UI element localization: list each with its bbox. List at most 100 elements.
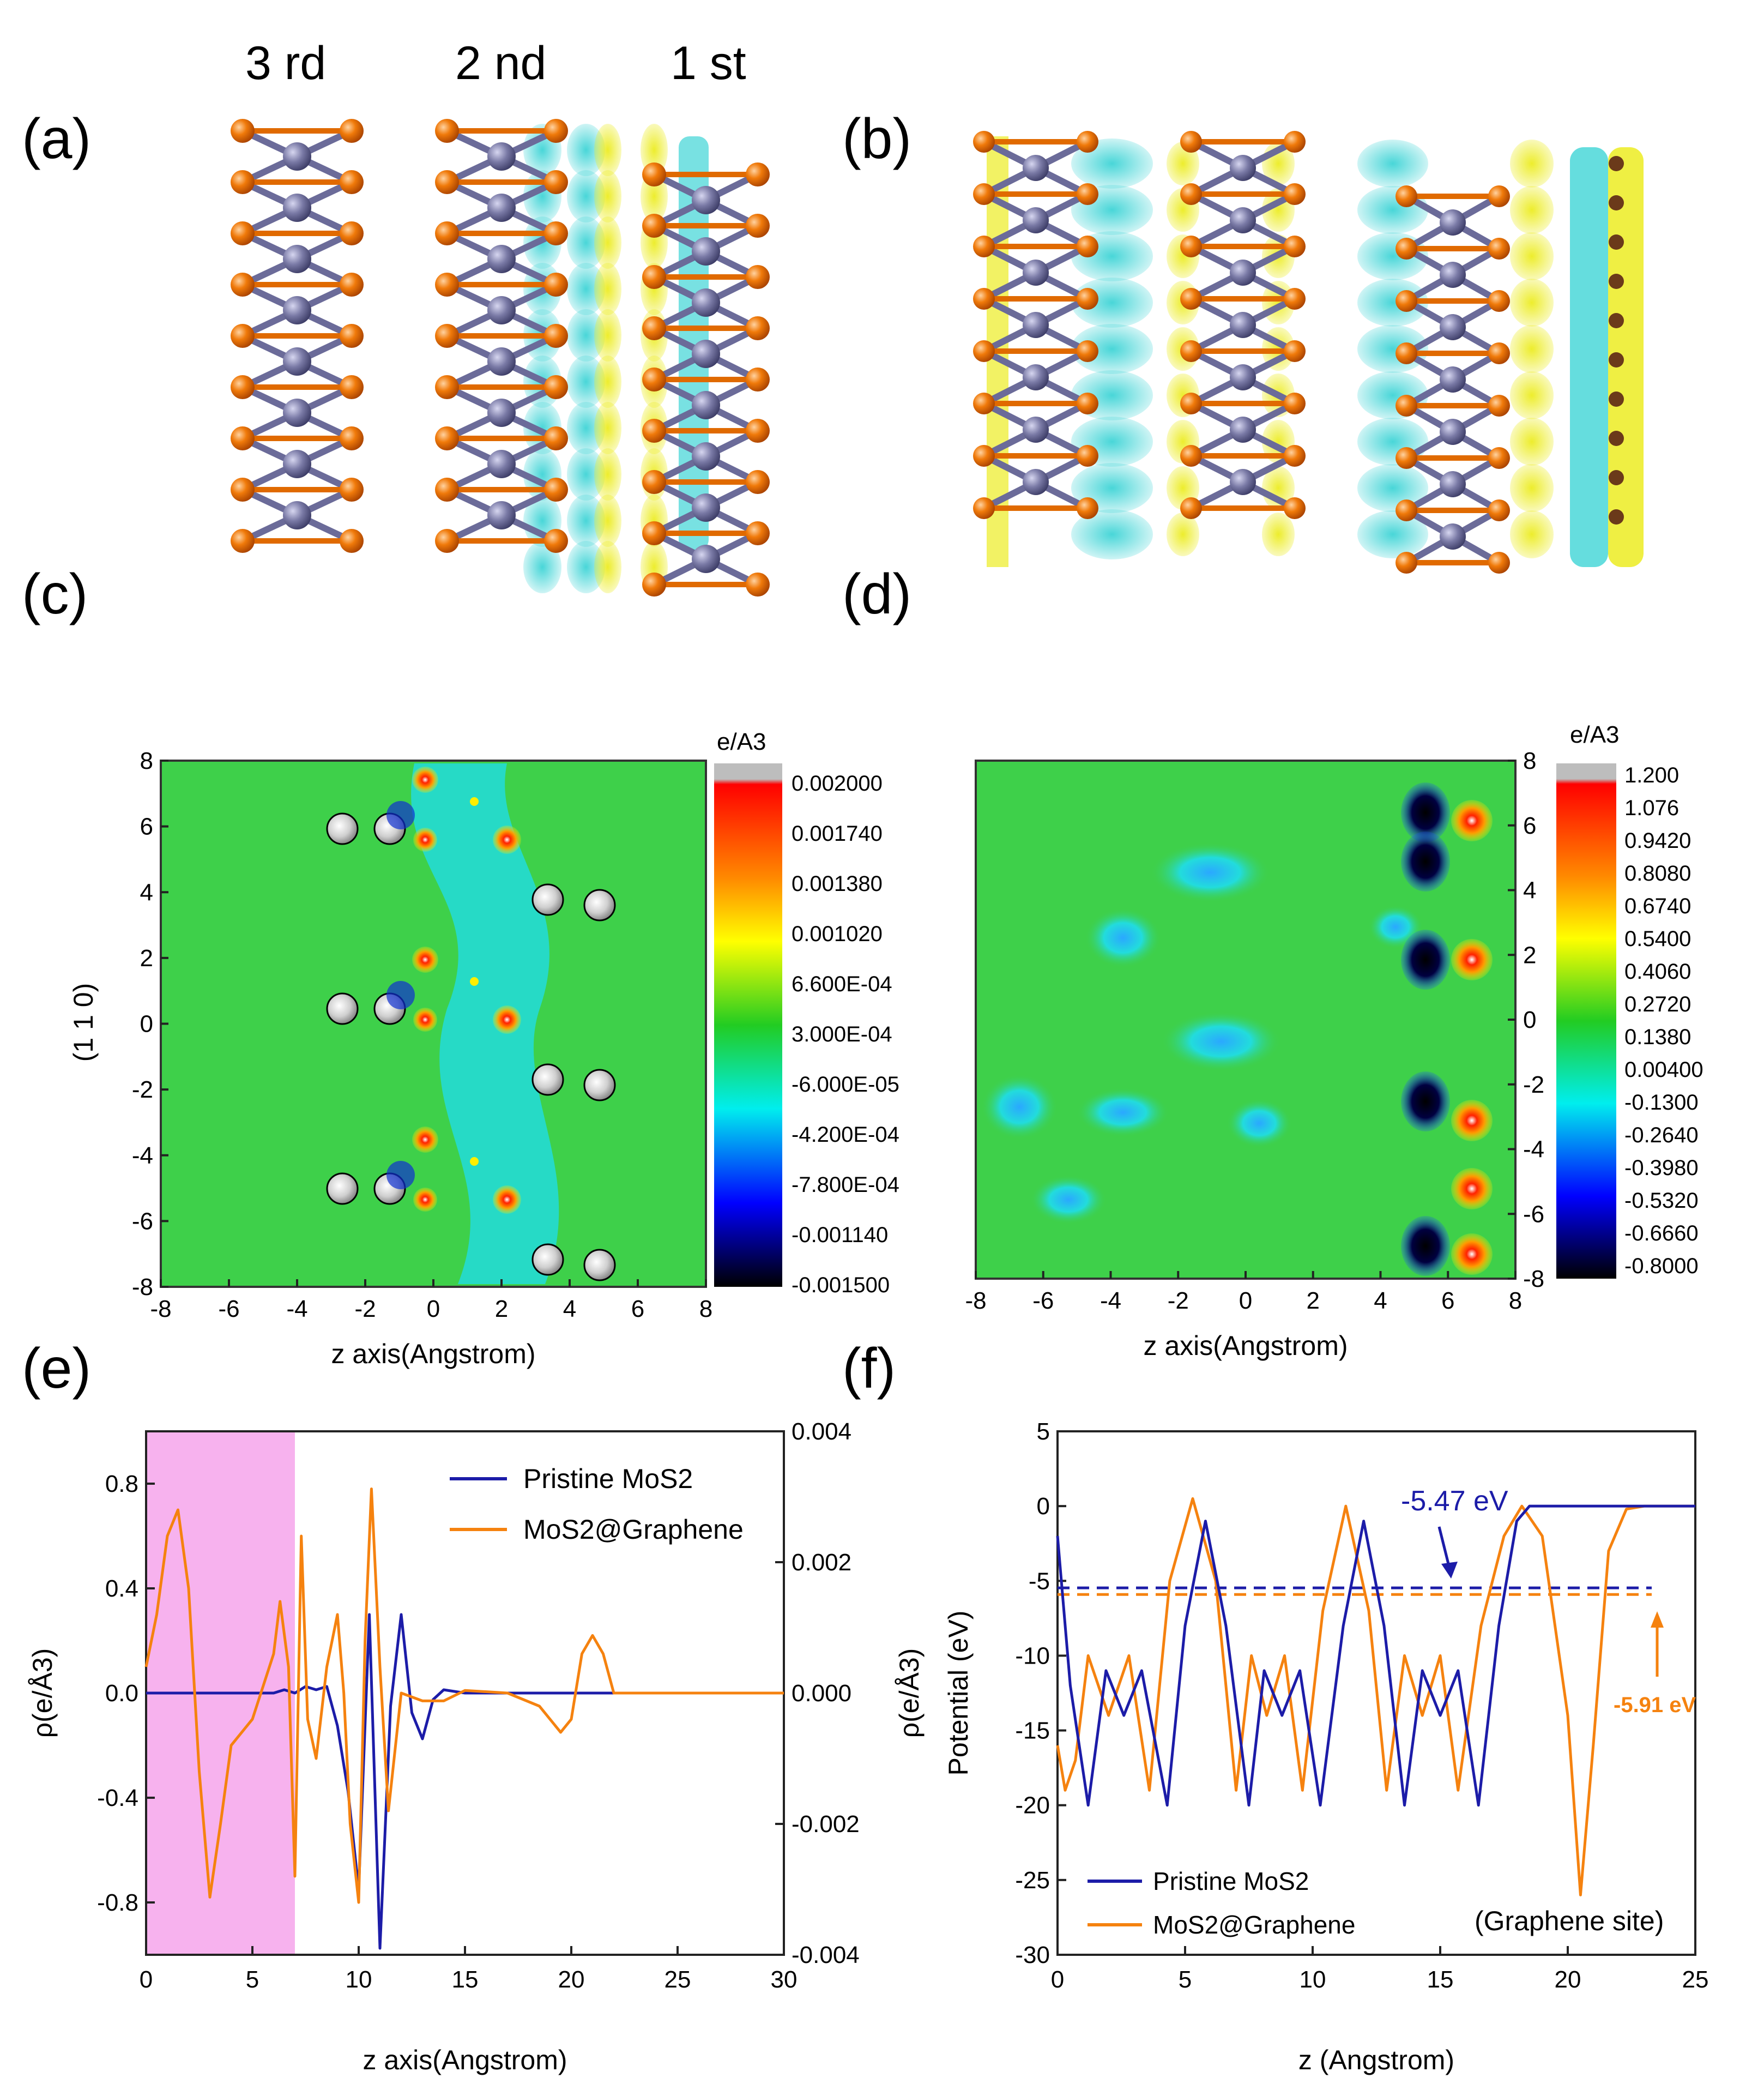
contour-patch — [1150, 842, 1270, 902]
carbon-atom — [1609, 274, 1624, 289]
mo-atom — [1440, 366, 1466, 393]
mo-atom — [692, 237, 720, 266]
d-ytick-label: -4 — [1523, 1136, 1544, 1163]
s-atom — [1284, 131, 1306, 153]
s-atom — [544, 478, 568, 502]
d-xtick-label: -6 — [1032, 1287, 1054, 1314]
f-ytick-label: -30 — [1015, 1942, 1050, 1968]
mo-atom — [692, 493, 720, 522]
contour-features-c — [326, 763, 616, 1284]
s-atom — [1488, 290, 1510, 312]
s-atom — [1488, 342, 1510, 364]
f-ytick-label: -25 — [1015, 1867, 1050, 1894]
depletion-core — [1401, 930, 1450, 990]
iso-yellow-lobe — [1510, 140, 1554, 188]
panel-b — [973, 131, 1644, 574]
e-xtick-label: 20 — [558, 1966, 585, 1993]
e-ytick-right-label: 0.002 — [792, 1549, 851, 1576]
s-atom — [973, 183, 995, 205]
atom-core — [531, 883, 564, 916]
colorbar-tick-label-c: -7.800E-04 — [792, 1173, 899, 1197]
mo-atom — [692, 442, 720, 471]
s-atom — [1396, 185, 1417, 207]
s-atom — [544, 375, 568, 399]
accumulation-core — [1451, 1100, 1493, 1141]
c-ytick-label: -8 — [132, 1274, 153, 1300]
mo-atom — [283, 194, 311, 222]
panel-label-a: (a) — [22, 107, 91, 171]
f-xtick-label: 5 — [1179, 1966, 1192, 1993]
s-atom — [973, 340, 995, 362]
iso-cyan-lobe — [567, 448, 605, 501]
iso-cyan-lobe — [567, 170, 605, 222]
f-ytick-label: -5 — [1029, 1568, 1050, 1594]
s-atom — [340, 375, 364, 399]
s-atom — [973, 393, 995, 414]
s-atom — [544, 273, 568, 297]
iso-yellow-lobe — [594, 263, 621, 315]
colorbar-tick-label-c: 0.001740 — [792, 822, 883, 846]
iso-cyan-lobe — [567, 263, 605, 315]
yellow-dot — [470, 1157, 479, 1166]
legend-text-graphene-f: MoS2@Graphene — [1153, 1911, 1355, 1939]
s-atom — [1488, 552, 1510, 574]
legend-text-pristine-e: Pristine MoS2 — [523, 1463, 693, 1494]
arrowhead-pristine-level — [1441, 1562, 1458, 1579]
iso-cyan-lobe — [1071, 324, 1153, 374]
panel-d: -8 -6 -4 -2 0 2 4 6 8 8 6 4 2 0 -2 -4 -6 -8 z axis(Angstr… — [965, 721, 1703, 1361]
axes-e: 0 5 10 15 20 25 30 0.8 0.4 0.0 -0.4 -0.8 0.004 0.002 0… — [97, 1418, 860, 1993]
contour-patch — [1077, 1088, 1169, 1137]
mo-atom — [283, 245, 311, 273]
ylabel-f: Potential (eV) — [943, 1611, 974, 1776]
panel-label-b: (b) — [842, 107, 911, 171]
iso-yellow-lobe — [594, 495, 621, 547]
d-ytick-label: 2 — [1523, 942, 1536, 968]
colorbar-c: e/A3 0.002000 0.001740 0.001380 0.001020 6.6… — [714, 728, 899, 1297]
legend-text-graphene-e: MoS2@Graphene — [523, 1514, 744, 1545]
depletion-core — [1401, 1216, 1450, 1276]
s-atom — [1284, 393, 1306, 414]
accumulation-core — [1451, 939, 1493, 980]
mo-atom — [1023, 155, 1049, 181]
series-line-pristine-f — [1056, 1504, 1695, 1807]
colorbar-tick-label-d: 0.5400 — [1624, 927, 1691, 951]
graphene-yellow-sheet — [1608, 147, 1644, 567]
mo-atom — [283, 501, 311, 529]
s-atom — [1488, 238, 1510, 260]
mo-atom — [1230, 312, 1256, 338]
mo-atom — [692, 391, 720, 419]
yellow-dot — [470, 977, 479, 986]
ylabel-c: (1 1 0) — [68, 983, 99, 1062]
s-atom — [340, 170, 364, 194]
legend-f: Pristine MoS2 MoS2@Graphene — [1088, 1867, 1355, 1939]
iso-cyan-lobe — [1357, 510, 1428, 558]
s-atom — [642, 368, 666, 392]
contour-patch — [1227, 1099, 1292, 1148]
mo-atom — [1230, 207, 1256, 233]
s-atom — [1284, 340, 1306, 362]
s-atom — [340, 324, 364, 348]
s-atom — [746, 521, 770, 545]
iso-yellow-lobe — [641, 124, 668, 176]
colorbar-gradient-d — [1556, 763, 1616, 1279]
panel-label-c: (c) — [22, 563, 88, 626]
atom-core — [326, 992, 359, 1025]
mo-atom — [1440, 523, 1466, 550]
d-xtick-label: -4 — [1100, 1287, 1121, 1314]
iso-yellow-lobe — [594, 124, 621, 176]
mo-atom — [1230, 417, 1256, 443]
e-ytick-left-label: -0.8 — [97, 1889, 138, 1916]
colorbar-tick-label-d: -0.2640 — [1624, 1123, 1699, 1147]
contour-patch — [981, 1074, 1058, 1140]
s-atom — [642, 316, 666, 340]
axes-f: 0 5 10 15 20 25 5 0 -5 -10 -15 -20 -25 -30 — [1015, 1418, 1708, 1993]
iso-yellow-lobe — [1510, 371, 1554, 419]
colorbar-tick-label-c: 3.000E-04 — [792, 1022, 892, 1046]
mo-atom — [487, 347, 516, 376]
colorbar-tick-label-d: 0.00400 — [1624, 1058, 1703, 1082]
iso-yellow-lobe — [1510, 325, 1554, 373]
s-atom — [746, 214, 770, 238]
mo-atom — [487, 296, 516, 324]
depletion-core — [1401, 1071, 1450, 1131]
iso-yellow-lobe — [594, 356, 621, 408]
